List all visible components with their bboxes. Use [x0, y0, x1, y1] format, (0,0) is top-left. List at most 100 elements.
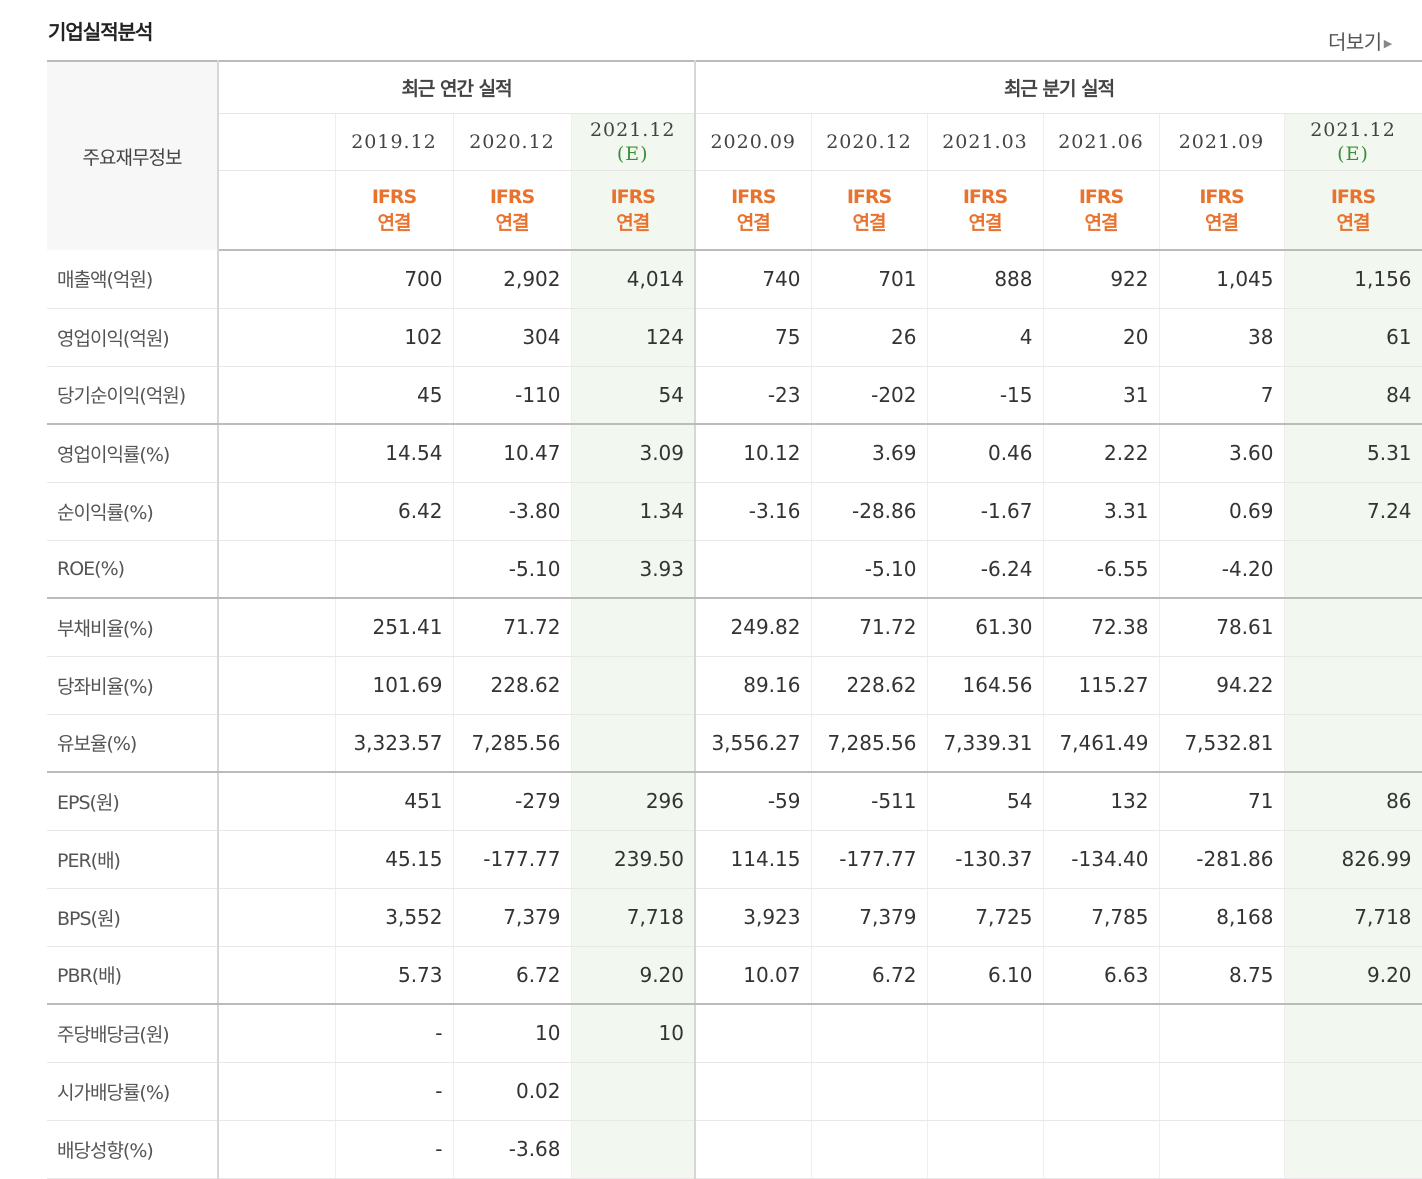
value-cell: 296	[571, 772, 696, 831]
value-cell: 10.12	[695, 424, 812, 483]
value-cell: 71.72	[453, 598, 572, 657]
value-cell: 26	[811, 308, 928, 367]
value-cell: -5.10	[811, 540, 928, 599]
row-label: 시가배당률(%)	[47, 1062, 219, 1121]
value-cell: 132	[1043, 772, 1160, 831]
more-link[interactable]: 더보기 ▶	[1328, 26, 1392, 55]
blank-cell	[218, 830, 336, 889]
value-cell: 7,379	[811, 888, 928, 947]
section-title: 기업실적분석	[48, 20, 153, 44]
row-label: EPS(원)	[47, 772, 219, 831]
value-cell: 4,014	[571, 250, 696, 309]
value-cell: -28.86	[811, 482, 928, 541]
value-cell: 102	[335, 308, 454, 367]
period-date: 2020.12	[469, 130, 555, 153]
value-cell: 3.69	[811, 424, 928, 483]
row-label: BPS(원)	[47, 888, 219, 947]
value-cell: 228.62	[453, 656, 572, 715]
value-cell: 5.31	[1284, 424, 1422, 483]
value-cell	[1159, 1062, 1285, 1121]
row-label: 영업이익(억원)	[47, 308, 219, 367]
period-date: 2021.03	[942, 130, 1028, 153]
value-cell: 115.27	[1043, 656, 1160, 715]
ifrs-basis-label: IFRS 연결	[453, 170, 572, 251]
period-date: 2020.09	[710, 130, 797, 153]
ifrs-basis-label: IFRS 연결	[1284, 170, 1422, 251]
period-header: 2020.12	[811, 113, 928, 171]
value-cell: 45.15	[335, 830, 454, 889]
value-cell: 71.72	[811, 598, 928, 657]
value-cell: -3.80	[453, 482, 572, 541]
value-cell: -6.24	[927, 540, 1044, 599]
value-cell: -177.77	[811, 830, 928, 889]
value-cell: 3,552	[335, 888, 454, 947]
period-date: 2019.12	[351, 130, 437, 153]
value-cell	[695, 1004, 812, 1063]
estimate-marker: (E)	[616, 142, 649, 165]
value-cell: 0.69	[1159, 482, 1285, 541]
value-cell: 54	[571, 366, 696, 425]
period-header: 2020.09	[695, 113, 812, 171]
blank-cell	[218, 656, 336, 715]
value-cell: -202	[811, 366, 928, 425]
value-cell: 89.16	[695, 656, 812, 715]
value-cell	[335, 540, 454, 599]
value-cell: 6.42	[335, 482, 454, 541]
value-cell: 6.10	[927, 946, 1044, 1005]
financial-summary-table: 주요재무정보 최근 연간 실적 최근 분기 실적 2019.12 2020.12 2…	[47, 60, 1422, 1179]
value-cell	[811, 1120, 928, 1179]
value-cell: 3,923	[695, 888, 812, 947]
value-cell: 0.46	[927, 424, 1044, 483]
value-cell	[1284, 1062, 1422, 1121]
table-row: BPS(원) 3,552 7,379 7,718 3,923 7,379 7,725 7,78…	[47, 888, 1422, 947]
value-cell: 239.50	[571, 830, 696, 889]
period-date: 2021.09	[1178, 130, 1265, 153]
table-row: EPS(원) 451 -279 296 -59 -511 54 132 71 86	[47, 772, 1422, 831]
value-cell: -177.77	[453, 830, 572, 889]
row-label: 당기순이익(억원)	[47, 366, 219, 425]
value-cell: 701	[811, 250, 928, 309]
value-cell: 4	[927, 308, 1044, 367]
value-cell: 7,285.56	[453, 714, 572, 773]
value-cell	[1159, 1120, 1285, 1179]
value-cell: 94.22	[1159, 656, 1285, 715]
value-cell: -3.16	[695, 482, 812, 541]
value-cell: 9.20	[571, 946, 696, 1005]
blank-cell	[218, 946, 336, 1005]
value-cell	[1284, 1120, 1422, 1179]
value-cell: 1,045	[1159, 250, 1285, 309]
value-cell	[1284, 598, 1422, 657]
row-label: PER(배)	[47, 830, 219, 889]
blank-cell	[218, 1062, 336, 1121]
blank-header-cell	[218, 170, 336, 251]
period-header: 2021.06	[1043, 113, 1160, 171]
value-cell: 304	[453, 308, 572, 367]
row-label: 부채비율(%)	[47, 598, 219, 657]
value-cell: 888	[927, 250, 1044, 309]
table-row: 매출액(억원) 700 2,902 4,014 740 701 888 922 1,045 1,1…	[47, 250, 1422, 309]
value-cell	[571, 714, 696, 773]
value-cell	[1284, 540, 1422, 599]
value-cell: -3.68	[453, 1120, 572, 1179]
value-cell: 7,532.81	[1159, 714, 1285, 773]
ifrs-basis-label: IFRS 연결	[811, 170, 928, 251]
value-cell: 2.22	[1043, 424, 1160, 483]
value-cell: 8,168	[1159, 888, 1285, 947]
value-cell	[695, 1120, 812, 1179]
value-cell: -110	[453, 366, 572, 425]
value-cell: 249.82	[695, 598, 812, 657]
value-cell: 54	[927, 772, 1044, 831]
value-cell: -	[335, 1004, 454, 1063]
value-cell	[695, 1062, 812, 1121]
value-cell: 38	[1159, 308, 1285, 367]
ifrs-basis-label: IFRS 연결	[1159, 170, 1285, 251]
period-date: 2021.12	[589, 118, 676, 141]
blank-cell	[218, 1120, 336, 1179]
table-row: 시가배당률(%) -0.02	[47, 1062, 1422, 1121]
value-cell: 10.47	[453, 424, 572, 483]
period-header: 2021.12 (E)	[571, 113, 696, 171]
value-cell: -511	[811, 772, 928, 831]
table-row: 당기순이익(억원) 45 -110 54 -23 -202 -15 31 7 84	[47, 366, 1422, 425]
value-cell: 75	[695, 308, 812, 367]
value-cell: 5.73	[335, 946, 454, 1005]
